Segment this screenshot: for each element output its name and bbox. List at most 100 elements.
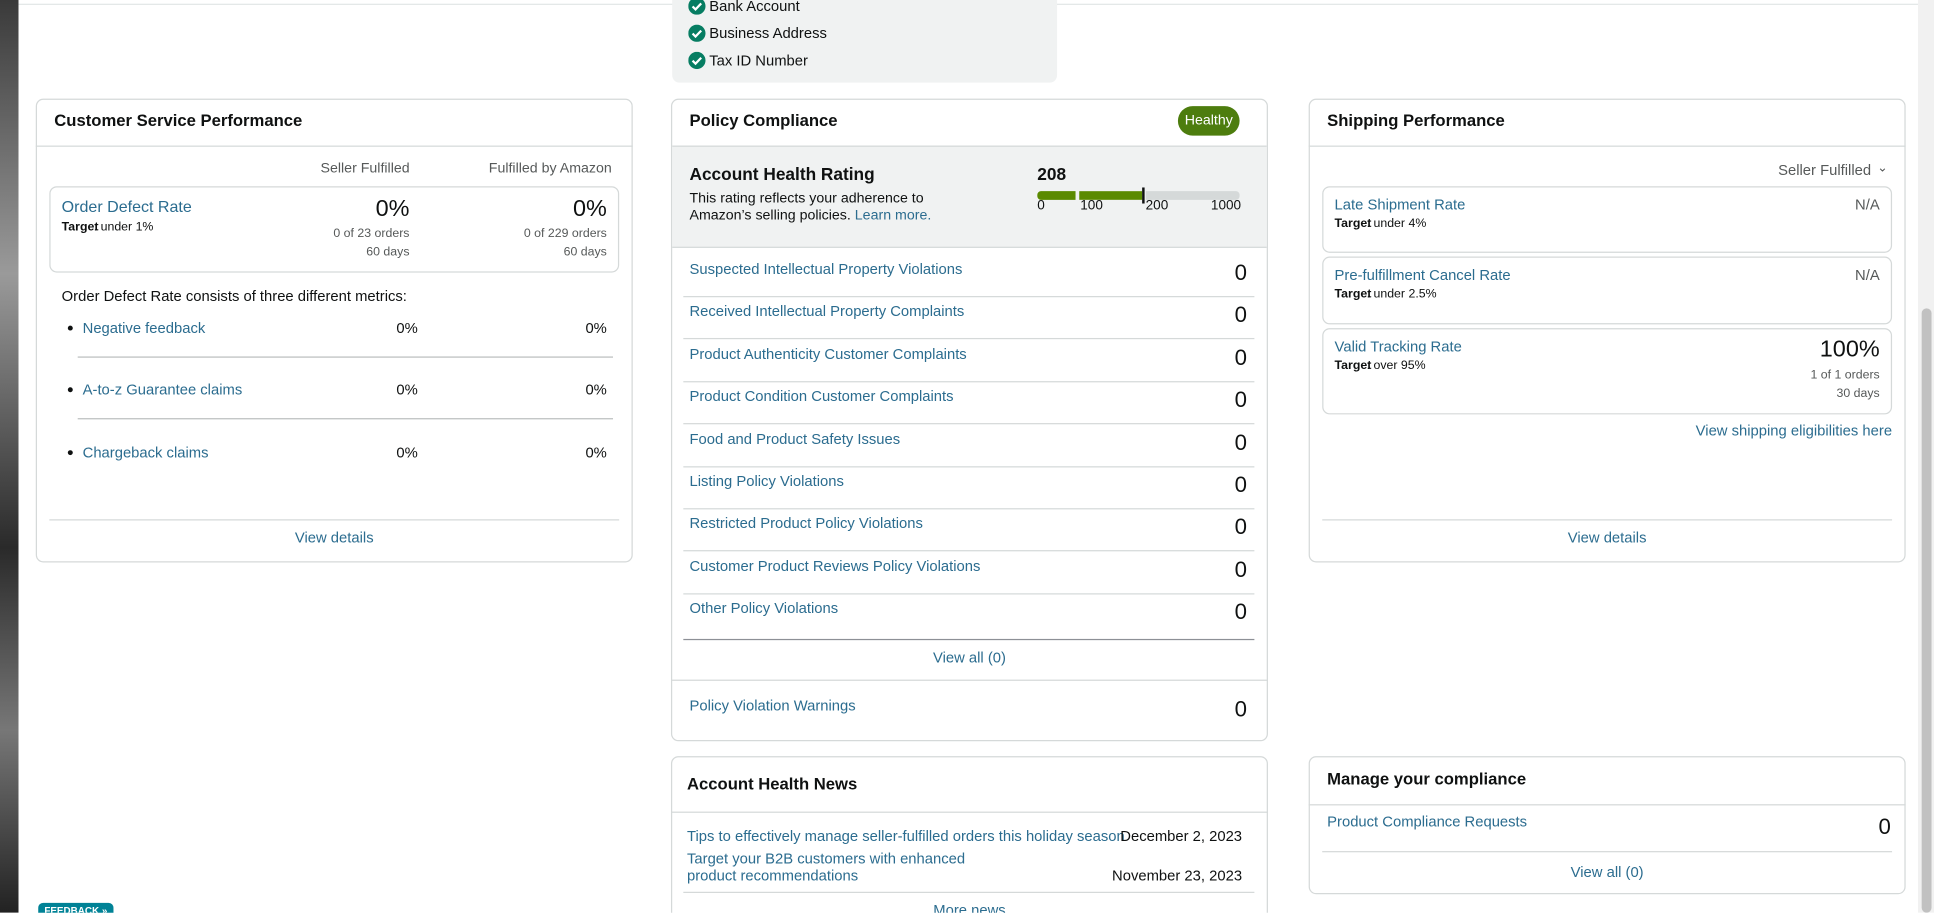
target-label: Target: [1334, 358, 1372, 373]
metric-link[interactable]: Late Shipment Rate: [1334, 195, 1466, 213]
rating-bar-low: [1037, 191, 1076, 200]
policy-row-link[interactable]: Suspected Intellectual Property Violatio…: [689, 259, 963, 277]
column-header: Seller Fulfilled: [320, 161, 410, 177]
bullet: [67, 325, 73, 331]
policy-row-link[interactable]: Food and Product Safety Issues: [689, 429, 901, 448]
sub-metric-link[interactable]: Negative feedback: [82, 318, 206, 337]
policy-row-link[interactable]: Customer Product Reviews Policy Violatio…: [689, 556, 981, 575]
column-header: Fulfilled by Amazon: [488, 161, 612, 177]
target: : under 1%: [93, 220, 154, 235]
view-all[interactable]: View all (0): [932, 648, 1006, 666]
orders: 1 of 1 orders: [1810, 368, 1880, 383]
target: : over 95%: [1366, 358, 1426, 373]
policy-row-count: 0: [1234, 557, 1247, 582]
manage-compliance-card: [1308, 756, 1906, 895]
verification-item: Tax ID Number: [709, 51, 808, 69]
more-news[interactable]: More news: [933, 901, 1006, 913]
divider: [77, 356, 614, 358]
metric-value: N/A: [1855, 265, 1880, 284]
policy-row-link[interactable]: Other Policy Violations: [689, 598, 839, 617]
metric-box: [1322, 186, 1893, 253]
rating-title: Account Health Rating: [689, 164, 875, 185]
learn-more[interactable]: Learn more.: [854, 208, 932, 224]
news-card: [670, 756, 1268, 913]
sub-metric-value: 0%: [396, 380, 418, 398]
divider: [1308, 145, 1906, 147]
card-title: Shipping Performance: [1327, 110, 1505, 130]
metric-value: N/A: [1855, 195, 1880, 213]
view-details[interactable]: View details: [1567, 528, 1647, 546]
feedback-button[interactable]: FEEDBACK »: [38, 902, 114, 913]
divider: [1322, 519, 1893, 521]
policy-row-count: 0: [1234, 472, 1247, 497]
scale-label: 0: [1037, 198, 1045, 214]
news-date: November 23, 2023: [1112, 866, 1243, 884]
target-label: Target: [1334, 216, 1372, 231]
metric-value: 100%: [1819, 336, 1880, 363]
news-link[interactable]: Tips to effectively manage seller-fulfil…: [687, 827, 1125, 845]
divider: [77, 418, 614, 420]
eligibility-link[interactable]: View shipping eligibilities here: [1695, 421, 1893, 439]
divider: [1308, 804, 1906, 806]
target-label: Target: [1334, 287, 1372, 301]
check-icon: [688, 51, 706, 70]
orders: 0 of 229 orders: [523, 226, 607, 241]
divider: [683, 296, 1255, 298]
card-title: Policy Compliance: [689, 110, 838, 130]
filter-dropdown[interactable]: Seller Fulfilled: [1778, 161, 1872, 179]
divider: [683, 381, 1255, 383]
card-title: Customer Service Performance: [54, 110, 303, 130]
metric-link[interactable]: Pre-fulfillment Cancel Rate: [1334, 265, 1511, 284]
sub-metric-value: 0%: [585, 318, 607, 337]
background-image: [0, 0, 19, 913]
divider: [670, 811, 1268, 813]
rating-bar-high: [1145, 191, 1240, 200]
divider: [49, 519, 620, 521]
period: 60 days: [563, 245, 607, 259]
target-label: Target: [61, 220, 99, 235]
policy-row-link[interactable]: Product Authenticity Customer Complaints: [689, 344, 967, 363]
metric-box: [1322, 256, 1893, 325]
metric-link[interactable]: Order Defect Rate: [61, 197, 192, 216]
policy-row-count: 0: [1234, 599, 1247, 624]
policy-row-count: 0: [1234, 301, 1247, 327]
sub-metric-link[interactable]: A-to-z Guarantee claims: [82, 380, 243, 398]
verification-card: [672, 0, 1058, 83]
divider: [35, 145, 633, 147]
card-title: Manage your compliance: [1327, 769, 1527, 788]
sub-metric-link[interactable]: Chargeback claims: [82, 443, 209, 461]
sub-metric-value: 0%: [396, 443, 418, 461]
divider: [1322, 851, 1893, 853]
news-link[interactable]: Target your B2B customers with enhanced …: [687, 849, 966, 885]
period: 60 days: [366, 245, 410, 259]
dropdown-caret: ⌄: [1877, 161, 1888, 176]
verification-item: Business Address: [709, 24, 827, 42]
policy-row-link[interactable]: Product Condition Customer Complaints: [689, 386, 954, 405]
check-icon: [688, 24, 706, 42]
period: 30 days: [1836, 387, 1880, 401]
policy-row-count: 0: [1234, 387, 1247, 412]
policy-row-link[interactable]: Received Intellectual Property Complaint…: [689, 301, 965, 319]
divider: [683, 891, 1255, 893]
scrollbar-thumb: [1921, 308, 1932, 913]
orders: 0 of 23 orders: [333, 226, 410, 241]
policy-row-link[interactable]: Listing Policy Violations: [689, 471, 844, 490]
warnings-link[interactable]: Policy Violation Warnings: [689, 696, 856, 714]
bullet: [67, 387, 73, 393]
divider: [683, 423, 1255, 425]
metric-box: [49, 186, 620, 273]
view-all[interactable]: View all (0): [1570, 862, 1644, 881]
metric-link[interactable]: Valid Tracking Rate: [1334, 337, 1462, 355]
policy-row-count: 0: [1234, 430, 1247, 455]
card-title: Account Health News: [687, 774, 858, 793]
view-details[interactable]: View details: [294, 528, 374, 546]
target: : under 2.5%: [1366, 287, 1437, 301]
sub-metric-value: 0%: [585, 443, 607, 461]
compliance-link[interactable]: Product Compliance Requests: [1327, 812, 1528, 830]
policy-row-link[interactable]: Restricted Product Policy Violations: [689, 513, 923, 532]
intro: Order Defect Rate consists of three diff…: [61, 286, 407, 305]
policy-row-count: 0: [1234, 345, 1247, 370]
divider: [683, 337, 1255, 340]
scale-label: 100: [1080, 198, 1103, 214]
